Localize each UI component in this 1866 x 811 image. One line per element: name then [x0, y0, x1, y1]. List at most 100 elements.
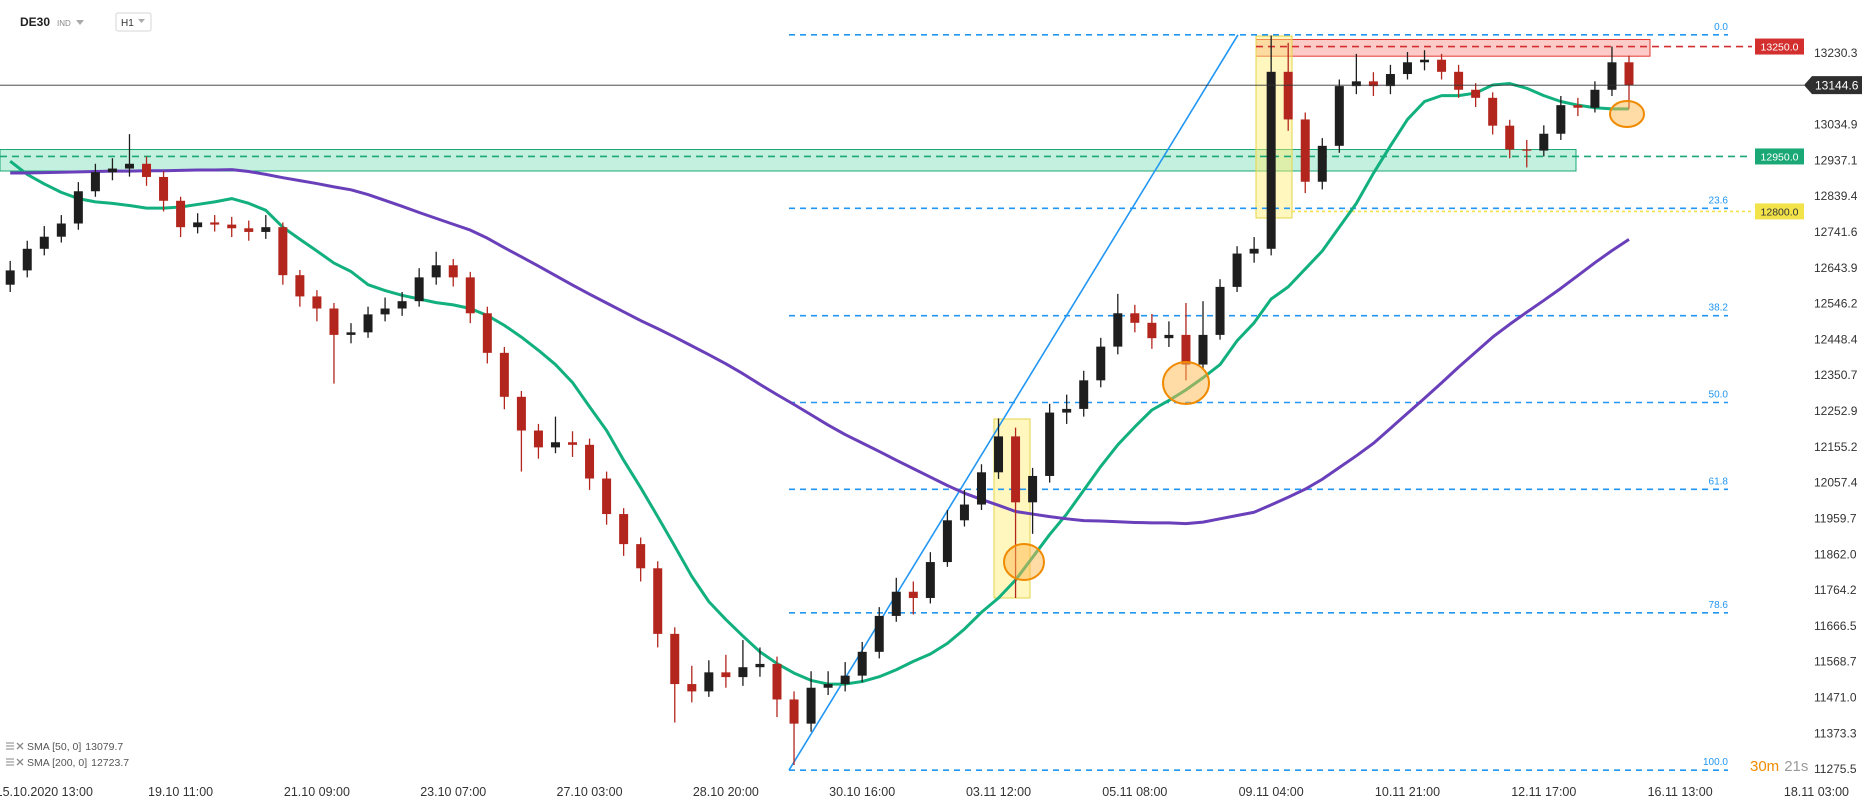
- candle-body: [1317, 145, 1327, 182]
- y-tick-label: 12155.2: [1814, 440, 1858, 454]
- highlight-circle: [1162, 361, 1210, 405]
- legend-name: SMA [200, 0]: [27, 757, 87, 769]
- candle-body: [1437, 59, 1447, 72]
- candle-body: [602, 478, 612, 515]
- candle-body: [73, 191, 83, 224]
- candle-body: [823, 684, 833, 688]
- annotation-zones: [0, 35, 1651, 599]
- candle-body: [1215, 286, 1225, 335]
- fib-trend-line: [788, 34, 1239, 771]
- x-tick-label: 18.11 03:00: [1784, 785, 1849, 799]
- candle-body: [278, 227, 288, 276]
- y-tick-label: 11862.0: [1814, 547, 1857, 561]
- fib-level-label: 38.2: [1709, 303, 1729, 314]
- candle-body: [772, 663, 782, 700]
- x-tick-label: 05.11 08:00: [1102, 785, 1167, 799]
- price-level-tag: [1755, 203, 1804, 220]
- x-tick-label: 21.10 09:00: [284, 785, 350, 799]
- x-tick-label: 15.10.2020 13:00: [0, 785, 93, 799]
- y-tick-label: 11471.0: [1814, 691, 1857, 705]
- support-zone: [0, 149, 1577, 172]
- toolbar: DE30 IND H1: [20, 12, 152, 32]
- candle-body: [1300, 119, 1310, 182]
- interval-selector[interactable]: H1: [115, 12, 152, 32]
- legend-value: 12723.7: [91, 757, 129, 769]
- candle-body: [789, 699, 799, 724]
- fib-level-label: 78.6: [1709, 600, 1729, 611]
- legend-remove-icon: [16, 742, 24, 750]
- price-level-label: 12800.0: [1761, 206, 1799, 218]
- candle-body: [39, 236, 49, 249]
- y-tick-label: 12448.4: [1814, 332, 1858, 346]
- candle-body: [448, 265, 458, 278]
- candle-body: [1471, 89, 1481, 98]
- y-tick-label: 11959.7: [1814, 511, 1857, 525]
- candle-body: [1420, 59, 1430, 63]
- candle-body: [619, 514, 629, 545]
- timer-seconds: 21s: [1784, 758, 1808, 775]
- y-tick-label: 12252.9: [1814, 404, 1858, 418]
- x-tick-label: 09.11 04:00: [1239, 785, 1304, 799]
- candle-body: [908, 591, 918, 598]
- candle-body: [380, 308, 390, 315]
- fib-level-label: 61.8: [1709, 476, 1729, 487]
- legend-label: SMA [200, 0] 12723.7: [27, 757, 129, 769]
- candle-body: [1028, 475, 1038, 503]
- legend-label: SMA [50, 0] 13079.7: [27, 741, 123, 753]
- moving-average-line: [10, 168, 1630, 526]
- candle-body: [994, 436, 1004, 473]
- candle-timer: 30m 21s: [1750, 758, 1808, 775]
- y-tick-label: 11568.7: [1814, 655, 1857, 669]
- x-tick-label: 10.11 21:00: [1375, 785, 1440, 799]
- y-tick-label: 12057.4: [1814, 476, 1858, 490]
- candle-body: [363, 314, 373, 333]
- candle-body: [499, 352, 509, 397]
- candle-body: [1130, 313, 1140, 323]
- y-tick-label: 11666.5: [1814, 619, 1857, 633]
- candle-body: [738, 667, 748, 678]
- candle-body: [1368, 81, 1378, 87]
- candle-body: [550, 442, 560, 448]
- candle-body: [1113, 313, 1123, 347]
- candle-body: [227, 224, 237, 229]
- candle-body: [1249, 248, 1259, 254]
- x-tick-label: 23.10 07:00: [420, 785, 486, 799]
- candle-body: [124, 163, 134, 169]
- candle-body: [1351, 81, 1361, 87]
- candle-body: [176, 200, 186, 228]
- candle-body: [414, 277, 424, 302]
- candle-body: [1266, 71, 1276, 249]
- candle-body: [22, 248, 32, 271]
- x-tick-label: 16.11 13:00: [1648, 785, 1713, 799]
- highlight-circle: [1003, 543, 1045, 581]
- candle-body: [346, 332, 356, 335]
- candle-body: [397, 301, 407, 309]
- symbol-selector[interactable]: DE30 IND: [20, 15, 84, 29]
- candle-body: [1505, 125, 1515, 150]
- interval-box[interactable]: [115, 12, 152, 32]
- candle-body: [653, 568, 663, 634]
- candle-body: [193, 222, 203, 228]
- candle-body: [159, 176, 169, 201]
- candle-body: [244, 228, 254, 232]
- annotation-markers: [1003, 100, 1645, 581]
- x-tick-label: 30.10 16:00: [829, 785, 895, 799]
- candle-body: [1624, 62, 1634, 86]
- candle-body: [1181, 334, 1191, 365]
- candle-body: [891, 591, 901, 616]
- candle-body: [806, 687, 816, 724]
- candle-body: [568, 442, 578, 445]
- candle-body: [56, 223, 66, 237]
- symbol[interactable]: DE30: [20, 15, 50, 29]
- candle-body: [721, 672, 731, 678]
- candle-body: [1522, 149, 1532, 151]
- y-tick-label: 13230.3: [1814, 46, 1858, 60]
- fib-level-label: 0.0: [1714, 22, 1728, 33]
- candle-body: [1164, 334, 1174, 339]
- y-tick-label: 11275.5: [1814, 762, 1857, 776]
- candle-body: [1385, 74, 1395, 87]
- candle-body: [465, 277, 475, 314]
- legend-value: 13079.7: [85, 741, 123, 753]
- price-level-tag: [1755, 38, 1804, 55]
